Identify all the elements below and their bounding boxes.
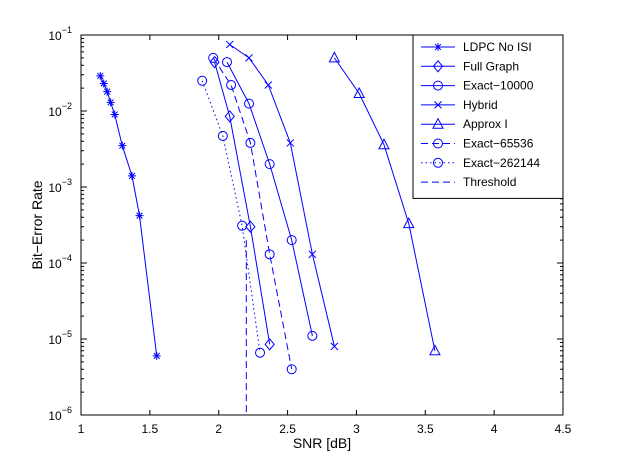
data-point bbox=[106, 98, 115, 107]
data-point bbox=[402, 217, 415, 229]
data-point bbox=[244, 98, 255, 109]
data-point bbox=[245, 137, 256, 148]
x-tick-label: 2.5 bbox=[279, 422, 296, 436]
legend-label: Hybrid bbox=[463, 98, 498, 112]
series-1 bbox=[209, 55, 275, 351]
x-tick-label: 1.5 bbox=[142, 422, 159, 436]
data-point bbox=[208, 52, 219, 63]
y-tick-label: 10−3 bbox=[48, 177, 72, 195]
data-point bbox=[221, 57, 232, 68]
data-point bbox=[286, 139, 295, 147]
data-point bbox=[118, 141, 127, 150]
data-point bbox=[96, 71, 105, 80]
data-point bbox=[286, 235, 297, 246]
data-point bbox=[237, 220, 248, 231]
legend-label: Exact−262144 bbox=[463, 156, 540, 170]
legend-item: Exact−10000 bbox=[421, 79, 534, 93]
x-tick-label: 3 bbox=[353, 422, 360, 436]
legend-marker bbox=[433, 80, 443, 91]
data-point bbox=[217, 130, 228, 141]
legend-label: Approx I bbox=[463, 117, 508, 131]
legend-box bbox=[412, 34, 564, 199]
legend-item: Threshold bbox=[421, 175, 516, 189]
legend-marker bbox=[434, 101, 442, 109]
legend-label: Exact−10000 bbox=[463, 79, 534, 93]
x-tick-label: 3.5 bbox=[417, 422, 434, 436]
data-point bbox=[127, 171, 136, 180]
x-tick-label: 2 bbox=[215, 422, 222, 436]
legend-label: Exact−65536 bbox=[463, 137, 534, 151]
legend-item: LDPC No ISI bbox=[421, 40, 532, 54]
legend-item: Exact−262144 bbox=[421, 156, 540, 170]
series-4 bbox=[328, 51, 441, 356]
series-6 bbox=[197, 75, 266, 358]
data-point bbox=[135, 211, 144, 220]
data-point bbox=[264, 159, 275, 170]
series-5 bbox=[208, 52, 297, 375]
legend-marker bbox=[433, 138, 443, 149]
legend-item: Approx I bbox=[421, 117, 508, 131]
y-tick-label: 10−2 bbox=[48, 101, 72, 119]
y-axis-label: Bit−Error Rate bbox=[29, 180, 45, 269]
data-point bbox=[378, 138, 390, 150]
legend-marker bbox=[433, 157, 443, 168]
legend: LDPC No ISI Full Graph Exact−10000 Hybrid Ap… bbox=[412, 34, 564, 199]
data-point bbox=[307, 330, 318, 341]
x-tick-label: 4 bbox=[491, 422, 498, 436]
data-point bbox=[245, 54, 253, 62]
series-line bbox=[229, 44, 335, 347]
legend-marker bbox=[432, 117, 444, 129]
series-line bbox=[212, 57, 293, 370]
y-tick-label: 10−5 bbox=[48, 329, 72, 347]
series-line bbox=[333, 57, 436, 351]
series-line bbox=[226, 61, 313, 337]
legend-item: Exact−65536 bbox=[421, 137, 534, 151]
y-tick-label: 10−6 bbox=[48, 405, 72, 423]
legend-item: Hybrid bbox=[421, 98, 498, 112]
data-point bbox=[328, 51, 341, 63]
data-point bbox=[224, 110, 235, 123]
legend-marker bbox=[434, 43, 442, 51]
data-point bbox=[103, 87, 112, 96]
x-tick-label: 1 bbox=[78, 422, 85, 436]
data-point bbox=[264, 249, 275, 260]
legend-marker bbox=[432, 60, 444, 73]
y-tick-label: 10−4 bbox=[48, 253, 72, 271]
x-axis-label: SNR [dB] bbox=[293, 435, 351, 451]
series-line bbox=[214, 61, 271, 345]
series-3 bbox=[225, 40, 339, 351]
y-tick-label: 10−1 bbox=[48, 25, 72, 43]
series-2 bbox=[221, 57, 318, 341]
data-point bbox=[152, 351, 161, 360]
data-point bbox=[225, 40, 234, 49]
data-point bbox=[110, 110, 119, 119]
data-point bbox=[286, 364, 297, 375]
series-layer bbox=[96, 40, 441, 415]
data-point bbox=[264, 81, 273, 89]
series-0 bbox=[96, 71, 161, 360]
x-tick-label: 4.5 bbox=[555, 422, 572, 436]
data-point bbox=[308, 250, 317, 259]
legend-label: Full Graph bbox=[463, 59, 519, 73]
data-point bbox=[330, 342, 339, 351]
legend-label: LDPC No ISI bbox=[463, 40, 532, 54]
data-point bbox=[429, 344, 441, 356]
data-point bbox=[245, 220, 256, 234]
legend-item: Full Graph bbox=[421, 59, 519, 73]
data-point bbox=[255, 347, 266, 358]
data-point bbox=[99, 79, 108, 88]
y-axis: 10−6 10−5 10−4 10−3 10−2 10−1 bbox=[48, 25, 563, 423]
data-point bbox=[264, 338, 275, 351]
data-point bbox=[226, 79, 237, 90]
x-axis: 1 1.5 2 2.5 3 3.5 4 4.5 bbox=[78, 35, 572, 436]
series-line bbox=[201, 80, 261, 353]
legend-label: Threshold bbox=[463, 175, 516, 189]
data-point bbox=[197, 75, 208, 86]
data-point bbox=[353, 86, 366, 98]
